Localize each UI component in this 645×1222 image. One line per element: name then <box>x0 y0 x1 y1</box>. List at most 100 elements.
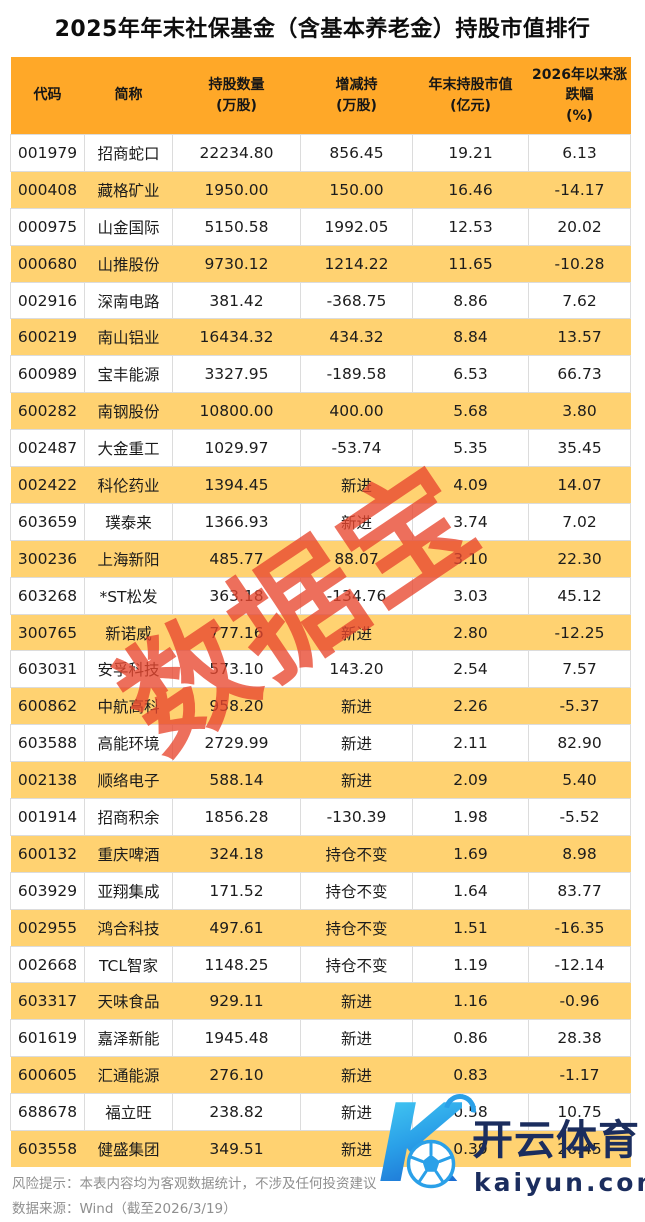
table-cell: 600132 <box>10 835 85 873</box>
table-cell: 新进 <box>300 1130 413 1167</box>
table-row: 603031 安孚科技 573.10 143.20 2.54 7.57 <box>10 650 631 689</box>
kaiyun-logo[interactable]: K 开云体育 kaiyun.com <box>378 1088 645 1217</box>
table-cell: 2.09 <box>412 761 529 799</box>
table-row: 300765 新诺威 777.16 新进 2.80 -12.25 <box>10 614 631 651</box>
table-cell: 16434.32 <box>172 318 301 356</box>
table-cell: 13.57 <box>528 318 631 356</box>
table-row: 600605 汇通能源 276.10 新进 0.83 -1.17 <box>10 1056 631 1094</box>
table-cell: 5.35 <box>412 429 529 468</box>
table-row: 001979 招商蛇口 22234.80 856.45 19.21 6.13 <box>10 134 631 172</box>
table-cell: 6.53 <box>412 355 529 394</box>
table-cell: 324.18 <box>172 835 301 873</box>
table-cell: -12.14 <box>528 945 631 984</box>
table-cell: 600219 <box>10 318 85 356</box>
table-cell: 鸿合科技 <box>84 909 173 947</box>
table-cell: 2.54 <box>412 650 529 689</box>
table-cell: 238.82 <box>172 1093 301 1132</box>
table-cell: 19.21 <box>412 134 529 172</box>
table-cell: 1394.45 <box>172 466 301 504</box>
table-cell: 485.77 <box>172 540 301 578</box>
table-cell: 安孚科技 <box>84 650 173 689</box>
table-cell: 天味食品 <box>84 982 173 1020</box>
table-cell: 5150.58 <box>172 207 301 246</box>
kaiyun-brand-text: 开云体育 <box>472 1116 640 1164</box>
table-cell: 高能环境 <box>84 724 173 763</box>
table-cell: 600989 <box>10 355 85 394</box>
table-cell: -1.17 <box>528 1056 631 1094</box>
table-cell: -0.96 <box>528 982 631 1020</box>
table-cell: 顺络电子 <box>84 761 173 799</box>
table-cell: 新进 <box>300 466 413 504</box>
table-cell: 573.10 <box>172 650 301 689</box>
table-cell: -16.35 <box>528 909 631 947</box>
table-cell: 南钢股份 <box>84 392 173 430</box>
table-cell: 434.32 <box>300 318 413 356</box>
column-header-2: 持股数量 (万股) <box>172 57 301 135</box>
football-icon <box>406 1139 456 1189</box>
table-cell: -53.74 <box>300 429 413 468</box>
table-cell: 新诺威 <box>84 614 173 651</box>
data-source: 数据来源：Wind（截至2026/3/19） <box>12 1200 237 1217</box>
table-cell: 12.53 <box>412 207 529 246</box>
table-cell: 1.98 <box>412 798 529 836</box>
table-cell: 777.16 <box>172 614 301 651</box>
table-cell: 1.69 <box>412 835 529 873</box>
table-cell: 7.57 <box>528 650 631 689</box>
holdings-table: 代码 简称 持股数量 (万股) 增减持 (万股) 年末持股市值 (亿元) 2026年以来涨跌幅(… <box>10 57 631 1167</box>
table-cell: 000408 <box>10 171 85 209</box>
table-cell: TCL智家 <box>84 945 173 984</box>
table-row: 603268 *ST松发 363.18 -134.76 3.03 45.12 <box>10 576 631 615</box>
table-cell: 5.40 <box>528 761 631 799</box>
table-row: 600862 中航高科 958.20 新进 2.26 -5.37 <box>10 687 631 725</box>
table-cell: 嘉泽新能 <box>84 1019 173 1058</box>
table-cell: 0.86 <box>412 1019 529 1058</box>
table-row: 002668 TCL智家 1148.25 持仓不变 1.19 -12.14 <box>10 945 631 984</box>
table-header: 代码 简称 持股数量 (万股) 增减持 (万股) 年末持股市值 (亿元) 2026年以来涨跌幅(… <box>10 57 631 135</box>
table-row: 000975 山金国际 5150.58 1992.05 12.53 20.02 <box>10 207 631 246</box>
table-cell: 2729.99 <box>172 724 301 763</box>
table-cell: 新进 <box>300 614 413 651</box>
table-cell: -10.28 <box>528 245 631 283</box>
table-cell: 22234.80 <box>172 134 301 172</box>
table-cell: 82.90 <box>528 724 631 763</box>
table-cell: 1214.22 <box>300 245 413 283</box>
column-header-3: 增减持 (万股) <box>300 57 413 135</box>
table-cell: 688678 <box>10 1093 85 1132</box>
table-cell: 300765 <box>10 614 85 651</box>
risk-note: 风险提示：本表内容均为客观数据统计，不涉及任何投资建议 <box>12 1176 377 1192</box>
table-cell: 22.30 <box>528 540 631 578</box>
table-cell: 山金国际 <box>84 207 173 246</box>
table-cell: 福立旺 <box>84 1093 173 1132</box>
table-cell: 新进 <box>300 761 413 799</box>
table-cell: 1029.97 <box>172 429 301 468</box>
table-row: 600989 宝丰能源 3327.95 -189.58 6.53 66.73 <box>10 355 631 394</box>
table-cell: 1945.48 <box>172 1019 301 1058</box>
table-cell: -14.17 <box>528 171 631 209</box>
table-row: 000408 藏格矿业 1950.00 150.00 16.46 -14.17 <box>10 171 631 209</box>
table-cell: 5.68 <box>412 392 529 430</box>
table-cell: 26.45 <box>528 1130 631 1167</box>
table-cell: 2.26 <box>412 687 529 725</box>
header-row: 代码 简称 持股数量 (万股) 增减持 (万股) 年末持股市值 (亿元) 2026年以来涨跌幅(… <box>10 57 631 135</box>
table-cell: 健盛集团 <box>84 1130 173 1167</box>
table-cell: 3.80 <box>528 392 631 430</box>
table-row: 603659 璞泰来 1366.93 新进 3.74 7.02 <box>10 502 631 541</box>
table-cell: 35.45 <box>528 429 631 468</box>
table-cell: 349.51 <box>172 1130 301 1167</box>
table-cell: 600862 <box>10 687 85 725</box>
table-cell: 持仓不变 <box>300 909 413 947</box>
table-cell: 新进 <box>300 687 413 725</box>
table-cell: 新进 <box>300 1056 413 1094</box>
table-cell: -368.75 <box>300 281 413 320</box>
table-row: 601619 嘉泽新能 1945.48 新进 0.86 28.38 <box>10 1019 631 1058</box>
table-row: 002422 科伦药业 1394.45 新进 4.09 14.07 <box>10 466 631 504</box>
table-row: 603317 天味食品 929.11 新进 1.16 -0.96 <box>10 982 631 1020</box>
table-cell: 143.20 <box>300 650 413 689</box>
table-cell: 中航高科 <box>84 687 173 725</box>
column-header-5: 2026年以来涨跌幅 (%) <box>528 57 631 135</box>
table-cell: 0.83 <box>412 1056 529 1094</box>
table-cell: 45.12 <box>528 576 631 615</box>
table-cell: 400.00 <box>300 392 413 430</box>
table-cell: 601619 <box>10 1019 85 1058</box>
table-row: 000680 山推股份 9730.12 1214.22 11.65 -10.28 <box>10 245 631 283</box>
